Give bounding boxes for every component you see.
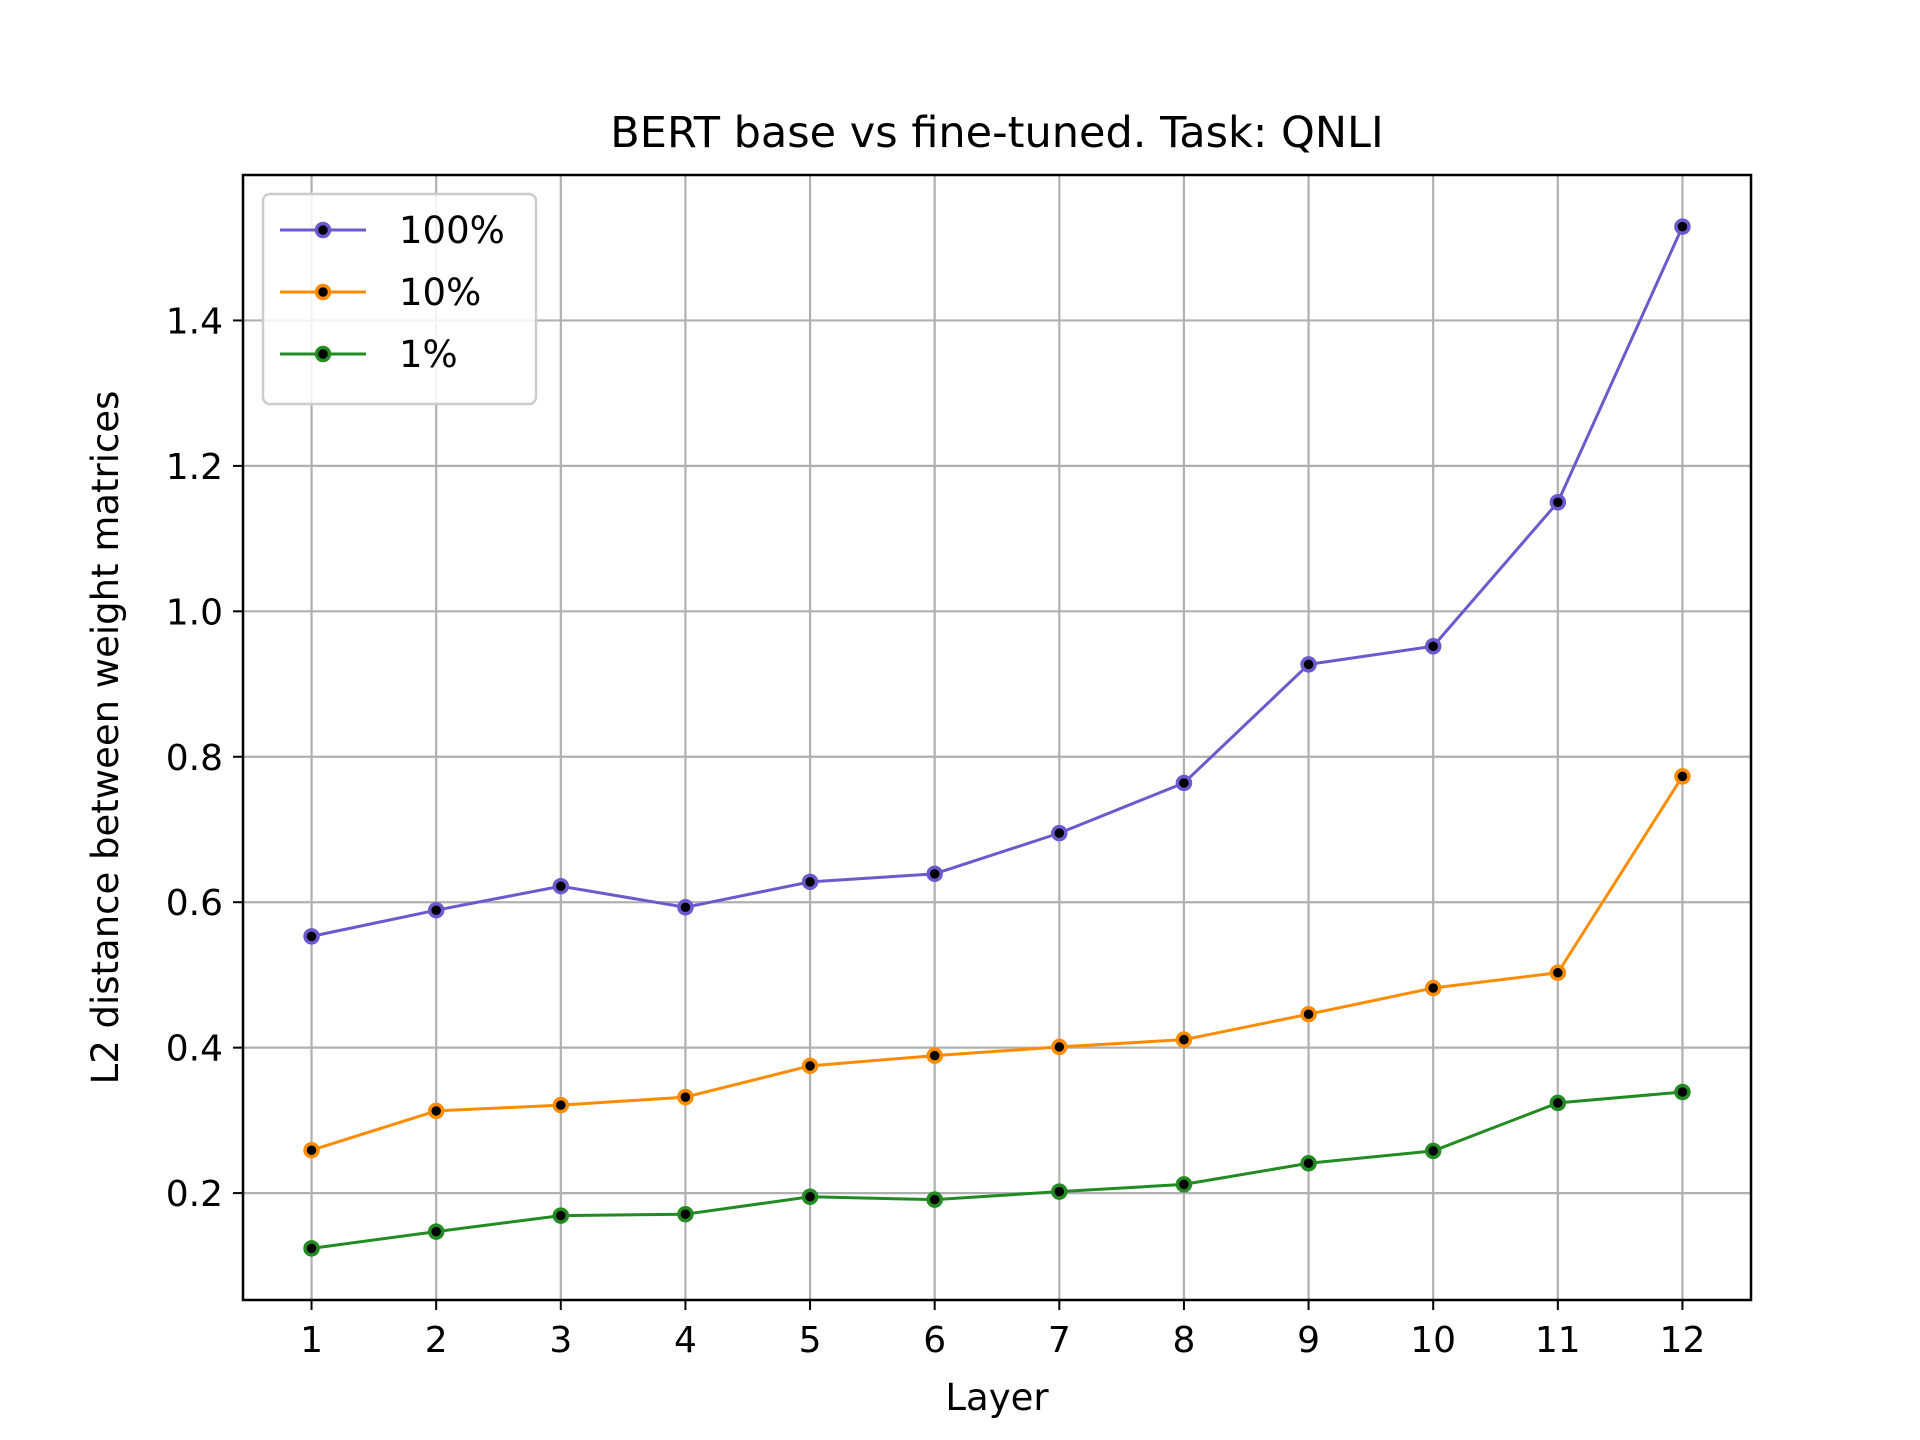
legend: 100% 10% 1%	[261, 192, 538, 406]
x-tick-label: 2	[425, 1320, 448, 1361]
data-point	[1300, 656, 1317, 673]
x-tick-label: 3	[549, 1320, 572, 1361]
data-point	[303, 1141, 320, 1159]
x-tick-label: 4	[674, 1320, 697, 1361]
y-axis-label: L2 distance between weight matrices	[84, 391, 127, 1085]
data-point	[1051, 824, 1068, 842]
x-axis-label: Layer	[945, 1376, 1049, 1419]
data-point	[552, 877, 570, 895]
y-tick-label: 0.8	[166, 738, 223, 779]
data-point	[1051, 1183, 1068, 1200]
data-point	[926, 865, 943, 883]
data-point	[926, 1191, 943, 1208]
data-point	[677, 1205, 694, 1223]
data-point	[926, 1047, 943, 1064]
x-tick-label: 6	[923, 1320, 946, 1361]
data-point	[1175, 1176, 1193, 1193]
data-point	[801, 873, 819, 891]
y-tick-label: 0.4	[166, 1029, 223, 1070]
legend-box	[261, 192, 538, 406]
data-point	[1424, 1142, 1442, 1160]
data-point	[427, 901, 445, 919]
data-point	[1674, 1083, 1691, 1101]
data-point	[552, 1207, 570, 1224]
legend-marker	[314, 221, 332, 239]
y-tick-label: 1.2	[166, 447, 223, 488]
y-tick-label: 0.6	[166, 883, 223, 924]
x-tick-label: 1	[300, 1320, 323, 1361]
series-line-3	[311, 1090, 1683, 1250]
chart-title: BERT base vs fine-tuned. Task: QNLI	[610, 108, 1383, 158]
series-lines	[303, 218, 1691, 1257]
legend-marker	[314, 283, 332, 301]
y-tick-label: 1.4	[166, 301, 223, 342]
data-point	[1175, 774, 1193, 792]
data-point	[1549, 493, 1567, 511]
data-point	[1549, 1094, 1567, 1112]
data-point	[1175, 1031, 1193, 1048]
x-tick-label: 11	[1535, 1320, 1581, 1361]
data-point	[1300, 1005, 1317, 1023]
legend-label: 1%	[399, 333, 458, 376]
series-line-2	[311, 775, 1684, 1152]
data-point	[427, 1102, 445, 1120]
x-tick-label: 12	[1660, 1320, 1706, 1361]
data-point	[1424, 979, 1442, 997]
data-point	[303, 928, 320, 945]
data-point	[677, 1088, 694, 1106]
data-point	[801, 1188, 819, 1205]
legend-label: 10%	[399, 271, 481, 314]
legend-label: 100%	[399, 209, 505, 252]
grid-lines	[243, 175, 1751, 1300]
data-point	[427, 1223, 445, 1240]
x-tick-label: 5	[799, 1320, 822, 1361]
legend-marker	[314, 345, 332, 363]
data-point	[1424, 637, 1442, 655]
plot-frame	[241, 173, 1753, 1302]
data-point	[1300, 1155, 1317, 1172]
y-tick-label: 0.2	[166, 1174, 223, 1215]
data-point	[1674, 218, 1691, 235]
x-tick-label: 10	[1410, 1320, 1456, 1361]
y-tick-label: 1.0	[166, 592, 223, 633]
x-tick-label: 7	[1048, 1320, 1071, 1361]
data-point	[1051, 1038, 1068, 1056]
x-tick-label: 8	[1172, 1320, 1195, 1361]
data-point	[677, 899, 694, 916]
data-point	[1549, 964, 1567, 982]
data-point	[801, 1057, 819, 1075]
data-point	[1674, 768, 1691, 785]
axis-ticks: 1 2 3 4 5 6 7 8 9 10 11 120.20.40.60.81.01.21.4	[166, 301, 1706, 1361]
data-point	[303, 1240, 320, 1257]
series-line-1	[311, 226, 1684, 938]
x-tick-label: 9	[1297, 1320, 1320, 1361]
data-point	[552, 1096, 570, 1114]
